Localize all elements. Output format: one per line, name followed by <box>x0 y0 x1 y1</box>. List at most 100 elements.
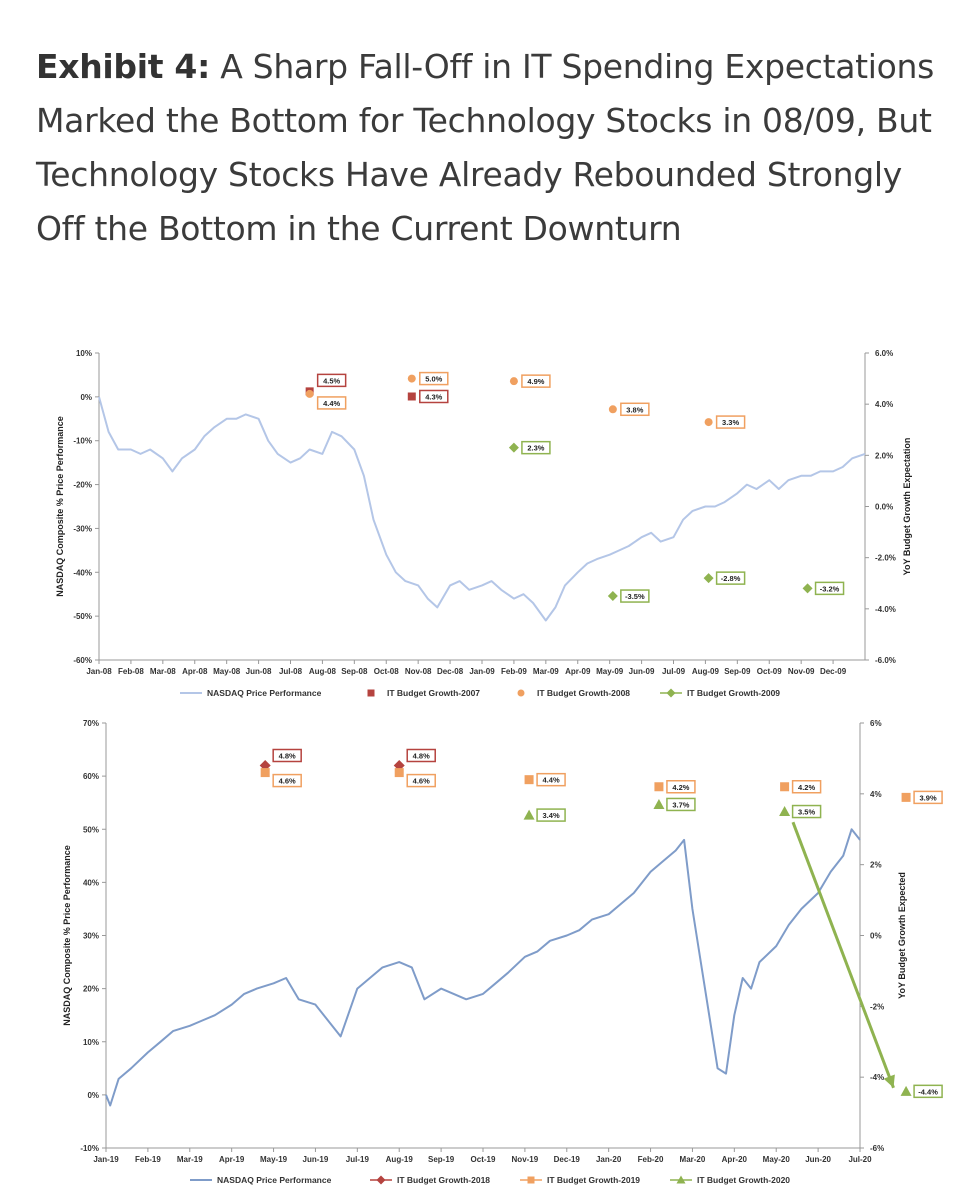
y2-tick-label: -4.0% <box>875 605 896 614</box>
x-tick-label: Jan-09 <box>469 667 495 676</box>
legend-label: IT Budget Growth-2018 <box>397 1175 490 1185</box>
x-tick-label: Dec-08 <box>437 667 464 676</box>
chart-2019-2020: 70% 60% 50% 40% 30% 20% 10% 0% -10% 6% 4% 2% 0% -2% -4… <box>62 719 943 1185</box>
budget-marker <box>524 775 534 785</box>
x-tick-label: Nov-09 <box>788 667 815 676</box>
y-tick-label: -30% <box>73 524 92 533</box>
data-label-box <box>620 402 650 417</box>
data-label: 2.3% <box>527 444 544 453</box>
legend-swatch <box>517 689 525 697</box>
x-tick-label: Oct-19 <box>471 1155 496 1164</box>
x-tick-label: Feb-19 <box>135 1155 161 1164</box>
x-tick-label: Aug-08 <box>309 667 337 676</box>
y2-tick-label: -6.0% <box>875 656 896 665</box>
data-label-box <box>913 790 943 805</box>
budget-marker <box>407 374 416 383</box>
y-tick-label: 60% <box>83 772 99 781</box>
legend-label: IT Budget Growth-2019 <box>547 1175 640 1185</box>
y2-tick-label: 4% <box>870 790 882 799</box>
data-label: 3.4% <box>543 811 560 820</box>
x-tick-label: Nov-19 <box>512 1155 539 1164</box>
x-tick-label: Apr-19 <box>219 1155 245 1164</box>
x-tick-label: Mar-19 <box>177 1155 203 1164</box>
budget-marker <box>523 809 535 820</box>
x-tick-label: Jan-20 <box>596 1155 622 1164</box>
x-tick-label: Oct-08 <box>374 667 399 676</box>
y2-axis-title: YoY Budget Growth Expectation <box>902 438 912 576</box>
x-tick-label: Feb-09 <box>501 667 527 676</box>
data-label: 4.6% <box>279 777 296 786</box>
y-tick-label: -50% <box>73 612 92 621</box>
x-tick-label: May-09 <box>596 667 624 676</box>
x-tick-label: Oct-09 <box>757 667 782 676</box>
data-label-box <box>666 797 696 812</box>
y2-tick-label: 2% <box>870 861 882 870</box>
budget-marker <box>779 806 791 817</box>
x-tick-label: Aug-09 <box>692 667 720 676</box>
budget-marker <box>394 768 404 778</box>
x-tick-label: Mar-08 <box>150 667 176 676</box>
x-tick-label: May-19 <box>260 1155 288 1164</box>
exhibit-label: Exhibit 4: <box>36 47 210 86</box>
y-tick-label: 10% <box>76 349 92 358</box>
y2-axis-title: YoY Budget Growth Expected <box>897 872 907 999</box>
x-tick-label: Jun-09 <box>629 667 655 676</box>
x-tick-label: May-20 <box>763 1155 791 1164</box>
y-tick-label: 30% <box>83 932 99 941</box>
data-label: -2.8% <box>721 574 741 583</box>
budget-marker <box>607 591 618 602</box>
legend-label: NASDAQ Price Performance <box>217 1175 332 1185</box>
legend-label: IT Budget Growth-2008 <box>537 688 630 698</box>
legend-swatch <box>367 689 375 697</box>
data-label-box <box>536 772 566 787</box>
y-tick-label: 0% <box>87 1091 99 1100</box>
x-tick-label: Apr-20 <box>722 1155 748 1164</box>
budget-marker <box>508 442 519 453</box>
x-tick-label: Jan-08 <box>86 667 112 676</box>
x-tick-label: Mar-20 <box>680 1155 706 1164</box>
data-label: -3.5% <box>625 592 645 601</box>
x-tick-label: Sep-08 <box>341 667 368 676</box>
x-tick-label: Jul-20 <box>848 1155 872 1164</box>
budget-marker <box>653 798 665 809</box>
legend-label: IT Budget Growth-2009 <box>687 688 780 698</box>
x-tick-label: Apr-08 <box>182 667 208 676</box>
budget-marker <box>901 792 911 802</box>
data-label: 3.8% <box>626 405 643 414</box>
data-label: 4.3% <box>425 392 442 401</box>
decline-arrow-head <box>883 1074 895 1088</box>
y-tick-label: -40% <box>73 568 92 577</box>
y2-tick-label: -2% <box>870 1002 884 1011</box>
budget-marker <box>509 377 518 386</box>
x-tick-label: Nov-08 <box>405 667 432 676</box>
data-label: 4.2% <box>798 783 815 792</box>
data-label: -4.4% <box>918 1087 938 1096</box>
budget-marker <box>802 583 813 594</box>
data-label-box <box>316 373 347 388</box>
x-tick-label: Aug-19 <box>386 1155 414 1164</box>
data-label-box <box>316 396 347 410</box>
budget-marker <box>305 389 314 398</box>
y-tick-label: -20% <box>73 481 92 490</box>
budget-marker <box>703 573 714 584</box>
data-label-box <box>913 1084 943 1099</box>
x-tick-label: Mar-09 <box>533 667 559 676</box>
y-tick-label: 20% <box>83 985 99 994</box>
y2-tick-label: 6.0% <box>875 349 893 358</box>
y-axis-title: NASDAQ Composite % Price Performance <box>55 416 65 597</box>
data-label: 4.6% <box>413 777 430 786</box>
exhibit-title-text: A Sharp Fall-Off in IT Spending Expectat… <box>36 47 935 248</box>
data-label: 3.7% <box>672 800 689 809</box>
x-tick-label: Jul-19 <box>346 1155 370 1164</box>
budget-marker <box>704 418 713 427</box>
x-tick-label: Feb-08 <box>118 667 144 676</box>
x-tick-label: Jul-08 <box>279 667 303 676</box>
budget-marker <box>407 392 416 401</box>
budget-marker <box>608 405 617 414</box>
y-tick-label: 40% <box>83 878 99 887</box>
y2-tick-label: 4.0% <box>875 400 893 409</box>
legend-label: IT Budget Growth-2007 <box>387 688 480 698</box>
y2-tick-label: -4% <box>870 1073 884 1082</box>
decline-arrow-shaft <box>791 821 895 1089</box>
data-label: 3.9% <box>920 793 937 802</box>
